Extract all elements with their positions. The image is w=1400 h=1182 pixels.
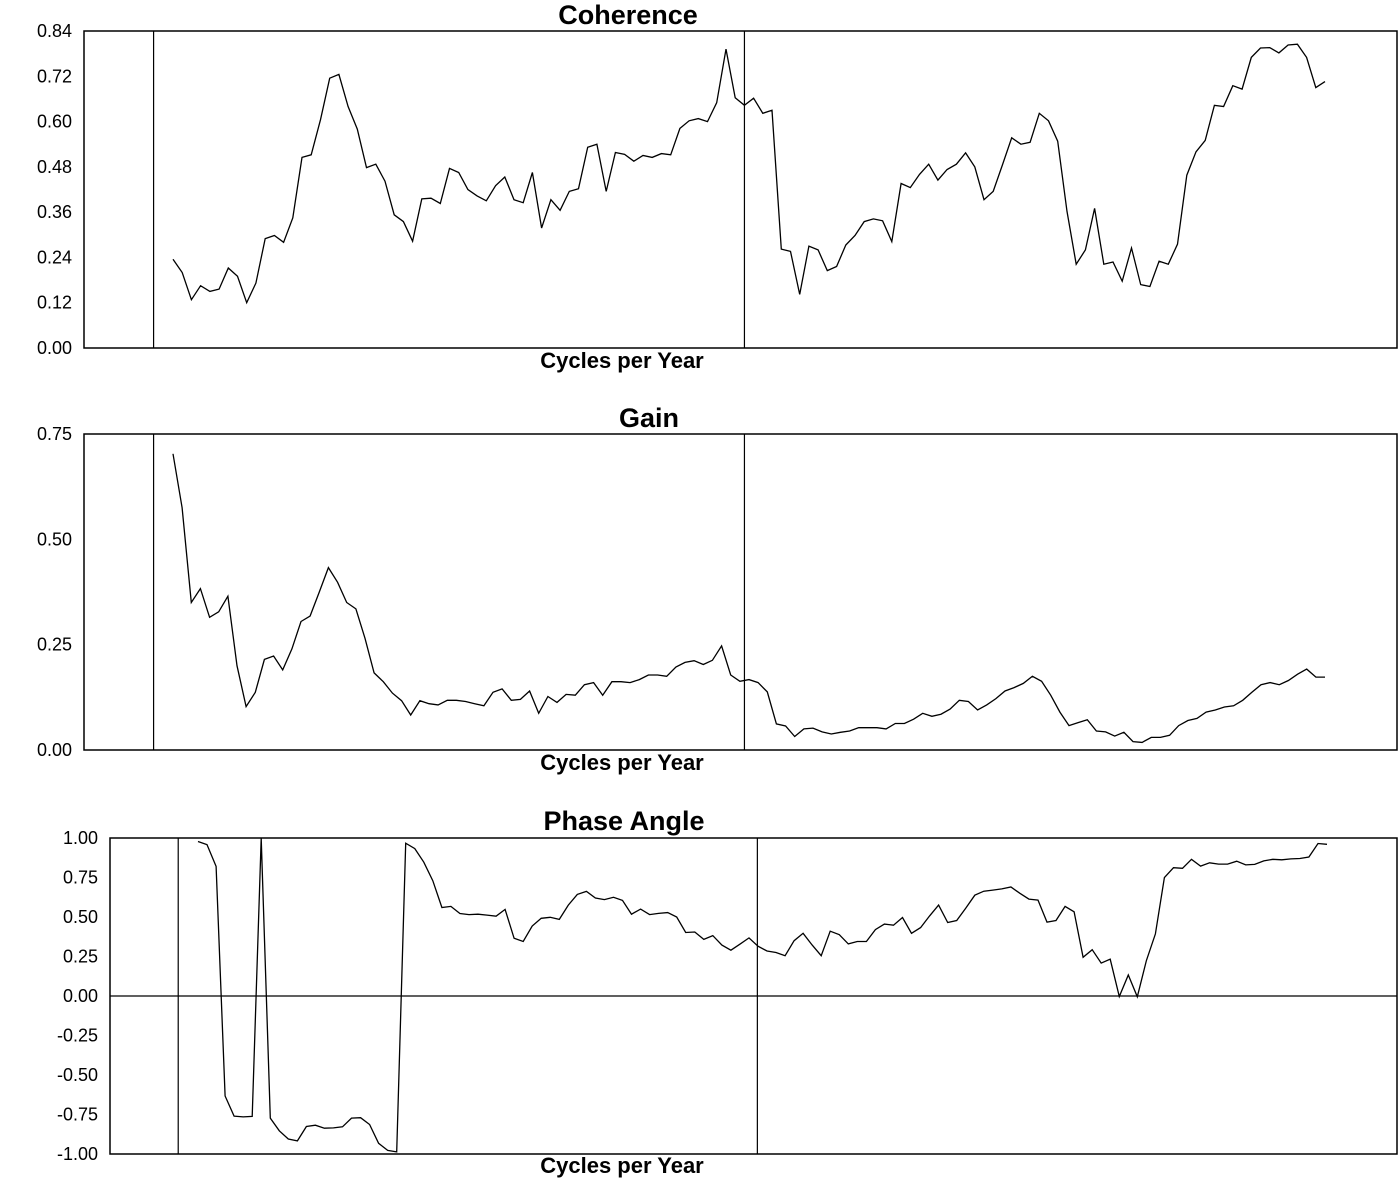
coherence-y-tick-label: 0.12 [37,293,72,313]
coherence-y-tick-label: 0.00 [37,338,72,358]
phase-angle-y-tick-label: 0.00 [63,986,98,1006]
coherence-y-tick-label: 0.60 [37,112,72,132]
coherence-y-tick-label: 0.24 [37,247,72,267]
gain-y-tick-label: 0.25 [37,635,72,655]
gain-y-tick-label: 0.00 [37,740,72,760]
coherence-title: Coherence [558,0,698,30]
coherence-y-tick-label: 0.48 [37,157,72,177]
gain-plot-frame [83,433,1398,751]
coherence-y-ticks: 0.84 0.72 0.60 0.48 0.36 0.24 0.12 0.00 [37,21,72,358]
phase-angle-series-line [197,838,1328,1153]
coherence-panel: Coherence 0.840.720.600.480.360.240.120.… [37,0,1398,373]
gain-x-axis-label: Cycles per Year [540,750,704,775]
coherence-x-axis-label: Cycles per Year [540,348,704,373]
gain-panel: Gain 0.75 0.50 0.25 0.00 Cycles per Year [37,403,1398,775]
phase-angle-y-tick-label: -0.25 [57,1026,98,1046]
phase-angle-title: Phase Angle [543,806,704,836]
coherence-y-tick-label: 0.84 [37,21,72,41]
gain-y-tick-label: 0.50 [37,529,72,549]
phase-angle-x-axis-label: Cycles per Year [540,1153,704,1178]
gain-y-ticks: 0.75 0.50 0.25 0.00 [37,424,72,760]
phase-angle-y-tick-label: 0.75 [63,868,98,888]
coherence-y-tick-label: 0.72 [37,66,72,86]
phase-angle-y-tick-label: -1.00 [57,1144,98,1164]
gain-y-tick-label: 0.75 [37,424,72,444]
coherence-y-tick-label: 0.36 [37,202,72,222]
phase-angle-y-ticks: 1.00 0.75 0.50 0.25 0.00 -0.25 -0.50 -0.75 -1.00 [57,828,98,1164]
phase-angle-panel: Phase Angle 1.00 0.75 0.50 0.25 0.00 -0.25 -0.… [57,806,1398,1178]
phase-angle-y-tick-label: -0.50 [57,1065,98,1085]
phase-angle-y-tick-label: 1.00 [63,828,98,848]
gain-series-line [172,453,1325,744]
phase-angle-y-tick-label: 0.50 [63,907,98,927]
gain-title: Gain [619,403,679,433]
phase-angle-y-tick-label: 0.25 [63,947,98,967]
coherence-plot-frame [83,30,1398,349]
coherence-series-line [172,43,1326,305]
phase-angle-y-tick-label: -0.75 [57,1105,98,1125]
